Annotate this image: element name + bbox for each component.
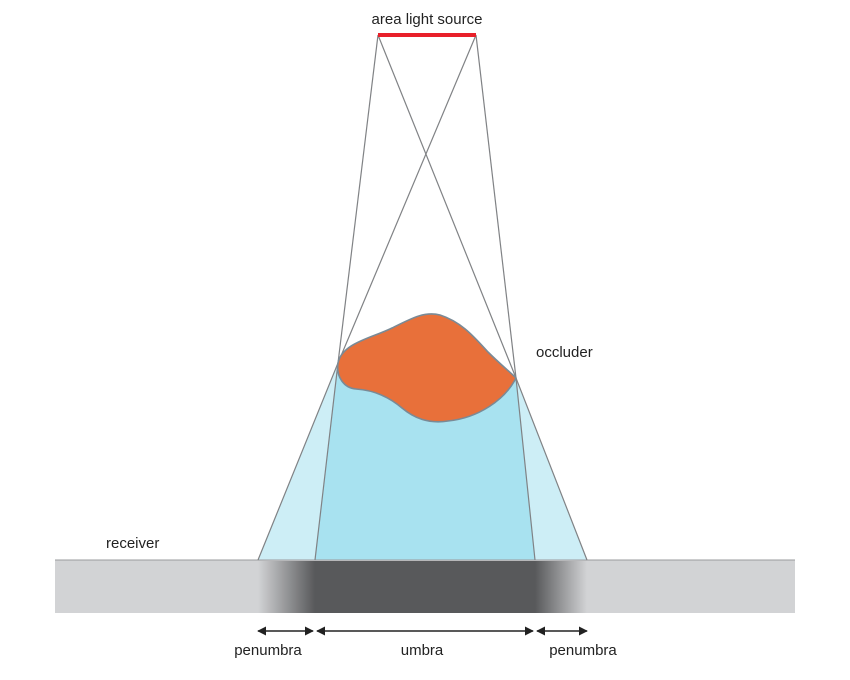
- penumbra-shadow-right: [535, 561, 587, 613]
- light-rays: [257, 34, 588, 561]
- penumbra-left-label: penumbra: [234, 642, 302, 659]
- light-source-label: area light source: [372, 11, 483, 28]
- penumbra-right-label: penumbra: [549, 642, 617, 659]
- occluder-label: occluder: [536, 344, 593, 361]
- occluder-shape: [336, 313, 517, 423]
- ray-umbra-right-edge: [515, 377, 536, 561]
- ray-left-cross: [337, 34, 477, 364]
- ray-right-cross: [377, 34, 517, 379]
- ray-penumbra-left-edge: [257, 362, 339, 561]
- ray-umbra-left-edge: [314, 362, 339, 561]
- umbra-shadow: [315, 561, 535, 613]
- ray-right-outer: [475, 34, 517, 379]
- penumbra-shadow-left: [258, 561, 315, 613]
- receiver-label: receiver: [106, 535, 159, 552]
- umbra-label: umbra: [401, 642, 444, 659]
- ray-penumbra-right-edge: [515, 377, 588, 561]
- ray-left-outer: [337, 34, 379, 364]
